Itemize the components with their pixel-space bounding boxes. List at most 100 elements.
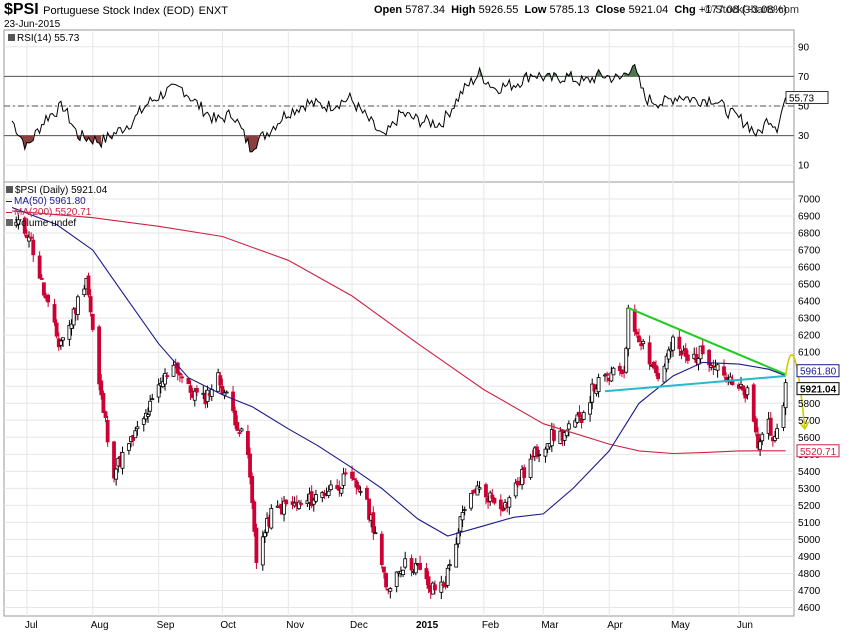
open-value: 5787.34 — [405, 4, 445, 16]
close-value-tag-text: 5921.04 — [800, 385, 837, 396]
price-candle-body — [382, 566, 386, 573]
header-title: $PSI Portuguese Stock Index (EOD) ENXT — [4, 1, 228, 19]
rsi-oversold-fill — [245, 135, 259, 152]
price-tick-label: 5700 — [798, 416, 821, 427]
price-tick-label: 6500 — [798, 280, 821, 291]
price-candle-body — [783, 382, 788, 409]
price-candle-body — [101, 392, 106, 413]
price-candle-body — [624, 347, 629, 373]
x-tick-label: 2015 — [416, 620, 439, 631]
price-candle-body — [388, 588, 393, 592]
price-tick-label: 5000 — [798, 535, 821, 546]
rsi-tick-label: 10 — [798, 161, 810, 172]
price-candle-body — [105, 419, 110, 443]
price-tick-label: 5300 — [798, 484, 821, 495]
price-candle-body — [248, 453, 252, 478]
price-candle-body — [171, 364, 176, 377]
price-candle-body — [86, 275, 91, 296]
rsi-oversold-fill — [77, 135, 81, 141]
price-candle-body — [577, 411, 582, 417]
price-candle-body — [647, 342, 652, 365]
price-candle-body — [641, 341, 646, 345]
price-candle-body — [760, 433, 765, 442]
price-candle-body — [201, 392, 206, 395]
price-candle-body — [54, 322, 59, 337]
ma200-legend-icon — [6, 211, 12, 213]
index-name: Portuguese Stock Index (EOD) — [43, 5, 195, 17]
price-candle-body — [269, 508, 274, 529]
price-candle-body — [133, 430, 138, 439]
price-candle-body — [758, 441, 763, 450]
x-tick-label: Dec — [350, 620, 368, 631]
value-tags: 55.73 5961.80 5921.04 5520.71 — [785, 91, 840, 458]
price-candle-body — [756, 433, 760, 449]
price-candle-body — [579, 417, 584, 423]
price-candle-body — [768, 417, 773, 436]
price-candle-body — [611, 367, 616, 376]
price-candle-body — [484, 484, 488, 498]
price-candle-body — [252, 501, 257, 532]
price-candle-body — [543, 448, 548, 457]
legend-price-label: $PSI (Daily) 5921.04 — [15, 185, 108, 196]
rsi-line — [11, 63, 787, 153]
price-candle-body — [371, 512, 376, 533]
price-candle-body — [573, 420, 578, 428]
brand-credit: © StockCharts.com — [704, 4, 799, 16]
ma200-value-tag-text: 5520.71 — [800, 447, 837, 458]
price-tick-label: 5600 — [798, 433, 821, 444]
price-candle-body — [141, 418, 146, 425]
rsi-legend-label: RSI(14) 55.73 — [17, 33, 80, 44]
price-tick-label: 6600 — [798, 263, 821, 274]
price-candle-body — [722, 366, 726, 376]
price-candle-body — [775, 428, 780, 439]
ma50-value-tag-text: 5961.80 — [800, 367, 837, 378]
price-candle-body — [439, 581, 444, 593]
price-candle-body — [418, 562, 422, 570]
symbol-text: $PSI — [4, 1, 39, 18]
price-candle-body — [634, 331, 639, 335]
price-candle-body — [662, 365, 667, 383]
price-tick-label: 6300 — [798, 314, 821, 325]
x-tick-label: Sep — [157, 620, 175, 631]
chg-label: Chg — [674, 4, 696, 16]
price-candle-body — [29, 236, 34, 239]
price-candle-body — [114, 468, 119, 480]
price-candle-body — [282, 500, 286, 515]
price-tick-label: 6700 — [798, 246, 821, 257]
price-candle-body — [27, 236, 31, 242]
price-candle-body — [314, 494, 318, 502]
chg-value: +177.08 (+3.08%) — [698, 4, 787, 16]
price-tick-label: 5100 — [798, 518, 821, 529]
ma50-line — [11, 206, 786, 537]
price-candle-body — [326, 490, 331, 496]
price-candle-body — [205, 389, 210, 402]
price-candle-body — [552, 430, 556, 441]
price-candle-body — [401, 569, 405, 576]
close-label: Close — [595, 4, 626, 16]
price-candle-body — [409, 558, 414, 571]
price-candle-body — [165, 375, 170, 377]
price-candle-body — [188, 385, 193, 393]
price-candle-body — [379, 533, 384, 565]
price-candle-body — [356, 485, 361, 490]
x-tick-label: Apr — [607, 620, 623, 631]
rsi-overbought-fill — [596, 69, 601, 77]
grid — [4, 30, 794, 616]
x-tick-label: Aug — [91, 620, 109, 631]
price-candle-body — [413, 563, 418, 574]
low-label: Low — [524, 4, 547, 16]
x-tick-label: Feb — [482, 620, 500, 631]
x-tick-label: Jul — [25, 620, 38, 631]
price-candle-body — [67, 324, 72, 340]
price-candle-body — [651, 361, 656, 369]
price-candle-body — [522, 467, 527, 478]
rsi-tick-label: 90 — [798, 42, 810, 53]
price-candle-body — [250, 476, 255, 503]
price-candle-body — [46, 294, 51, 303]
price-candle-body — [751, 384, 756, 422]
x-tick-label: May — [671, 620, 690, 631]
legend-volume-label: Volume undef — [15, 218, 77, 229]
price-tick-label: 6100 — [798, 348, 821, 359]
price-candle-body — [260, 536, 265, 566]
price-candle-body — [469, 492, 473, 509]
